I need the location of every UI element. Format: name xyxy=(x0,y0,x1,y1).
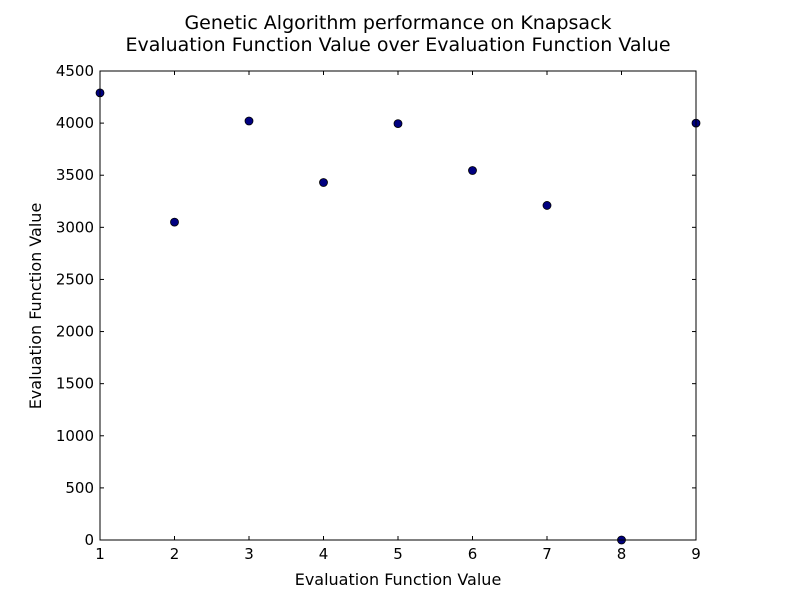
chart-title-line-1: Genetic Algorithm performance on Knapsac… xyxy=(184,12,611,34)
plot-frame xyxy=(99,70,697,541)
y-axis-label: Evaluation Function Value xyxy=(26,203,45,410)
y-tick-label: 4000 xyxy=(56,114,94,132)
y-tick-label: 0 xyxy=(84,531,94,549)
y-tick-label: 1000 xyxy=(56,427,94,445)
scatter-point xyxy=(244,116,254,126)
y-axis-ticks: 0 500 1000 1500 2000 2500 3000 3500 4000 4500 xyxy=(56,62,696,549)
scatter-point xyxy=(170,217,179,227)
x-tick-label: 3 xyxy=(244,545,254,563)
scatter-point xyxy=(393,119,403,129)
y-tick-label: 500 xyxy=(65,479,94,497)
scatter-point xyxy=(319,178,328,187)
plot-area xyxy=(100,71,696,540)
x-axis-ticks: 1 2 3 4 5 6 7 8 9 xyxy=(95,71,701,563)
y-tick-label: 1500 xyxy=(56,375,94,393)
x-tick-label: 9 xyxy=(691,545,701,563)
scatter-point xyxy=(468,166,477,175)
x-tick-label: 8 xyxy=(617,545,627,563)
x-tick-label: 5 xyxy=(393,545,403,563)
scatter-point xyxy=(542,201,552,210)
x-tick-label: 1 xyxy=(95,545,105,563)
y-tick-label: 3500 xyxy=(56,166,94,184)
x-tick-label: 7 xyxy=(542,545,552,563)
x-tick-label: 4 xyxy=(319,545,329,563)
data-points xyxy=(95,88,701,545)
x-tick-label: 6 xyxy=(468,545,478,563)
y-tick-label: 3000 xyxy=(56,218,94,236)
chart-title-line-2: Evaluation Function Value over Evaluatio… xyxy=(125,34,670,56)
y-tick-label: 4500 xyxy=(56,62,94,80)
x-tick-label: 2 xyxy=(170,545,180,563)
y-tick-label: 2000 xyxy=(56,323,94,341)
x-axis-label: Evaluation Function Value xyxy=(295,570,502,589)
y-tick-label: 2500 xyxy=(56,270,94,288)
